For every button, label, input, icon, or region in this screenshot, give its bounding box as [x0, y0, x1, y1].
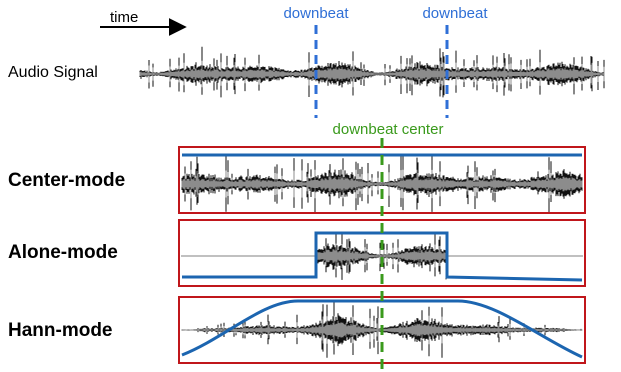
- alone-mode-box: [178, 219, 586, 287]
- hann-mode-label: Hann-mode: [8, 320, 113, 341]
- downbeat-label-2: downbeat: [422, 5, 488, 22]
- time-label: time: [110, 9, 138, 26]
- center-mode-waveform: [181, 155, 583, 212]
- downbeat-label-1: downbeat: [283, 5, 349, 22]
- downbeat-center-label: downbeat center: [333, 121, 444, 138]
- alone-mode-label: Alone-mode: [8, 242, 118, 263]
- waveform-light-strokes: [139, 60, 605, 88]
- alone-mode-waveform: [315, 231, 448, 280]
- audio-signal-label: Audio Signal: [8, 64, 98, 81]
- audio-signal-waveform: [139, 46, 605, 98]
- hann-mode-envelope: [181, 299, 583, 359]
- center-mode-label: Center-mode: [8, 170, 125, 191]
- waveform-light-strokes: [181, 169, 583, 199]
